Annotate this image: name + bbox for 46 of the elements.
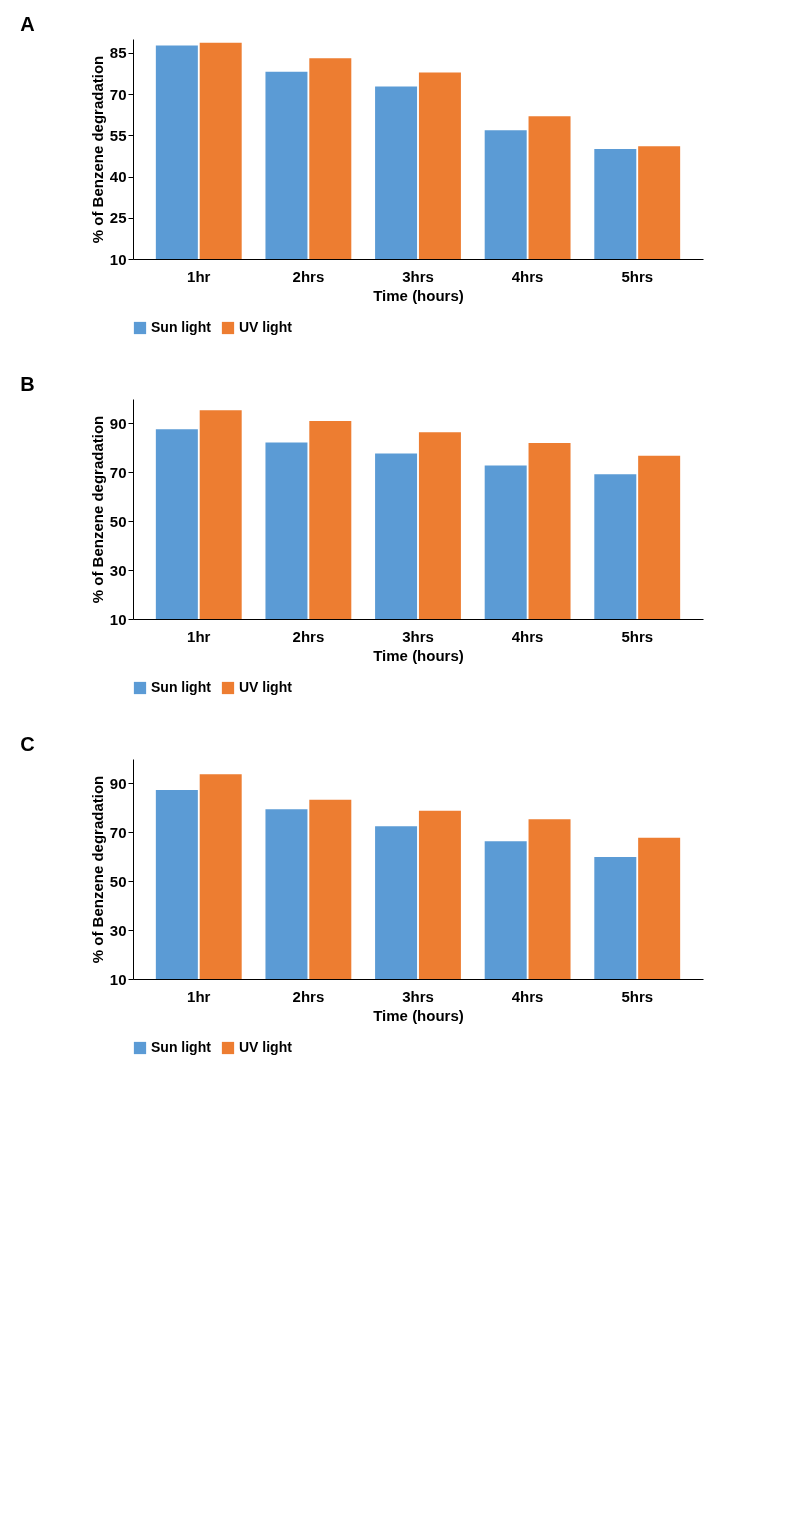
y-tick-label: 50 bbox=[109, 512, 127, 530]
y-tick-label: 30 bbox=[109, 921, 127, 939]
legend-label: Sun light bbox=[151, 1039, 212, 1055]
x-tick-label: 5hrs bbox=[621, 987, 654, 1005]
y-tick-label: 50 bbox=[109, 872, 127, 890]
y-axis-title: % of Benzene degradation bbox=[88, 775, 106, 964]
y-tick-label: 90 bbox=[109, 774, 127, 792]
x-axis-title: Time (hours) bbox=[373, 286, 464, 304]
x-tick-label: 2hrs bbox=[292, 627, 325, 645]
x-tick-label: 1hr bbox=[187, 627, 211, 645]
x-tick-label: 1hr bbox=[187, 267, 211, 285]
x-tick-label: 3hrs bbox=[402, 267, 434, 285]
y-tick-label: 70 bbox=[109, 463, 127, 481]
x-tick-label: 3hrs bbox=[402, 987, 434, 1005]
legend-label: UV light bbox=[239, 1039, 293, 1055]
y-tick-label: 25 bbox=[109, 209, 127, 227]
x-tick-label: 2hrs bbox=[292, 987, 325, 1005]
y-tick-label: 30 bbox=[109, 561, 127, 579]
y-tick-label: 85 bbox=[109, 44, 127, 62]
x-tick-label: 4hrs bbox=[511, 627, 544, 645]
x-tick-label: 4hrs bbox=[511, 987, 544, 1005]
x-tick-label: 5hrs bbox=[621, 267, 654, 285]
legend-label: Sun light bbox=[151, 679, 212, 695]
y-axis-title: % of Benzene degradation bbox=[88, 415, 106, 604]
y-tick-label: 90 bbox=[109, 414, 127, 432]
legend-label: Sun light bbox=[151, 319, 212, 335]
y-tick-label: 10 bbox=[109, 250, 127, 268]
chart-title: A bbox=[20, 13, 35, 35]
x-tick-label: 5hrs bbox=[621, 627, 654, 645]
x-tick-label: 1hr bbox=[187, 987, 211, 1005]
y-tick-label: 55 bbox=[109, 126, 127, 144]
y-axis-title: % of Benzene degradation bbox=[88, 55, 106, 244]
x-tick-label: 3hrs bbox=[402, 627, 434, 645]
y-tick-label: 10 bbox=[109, 610, 127, 628]
x-tick-label: 2hrs bbox=[292, 267, 325, 285]
y-tick-label: 70 bbox=[109, 85, 127, 103]
y-tick-label: 40 bbox=[109, 168, 127, 185]
y-tick-label: 10 bbox=[109, 970, 127, 988]
chart-title: B bbox=[20, 373, 35, 395]
x-tick-label: 4hrs bbox=[511, 267, 544, 285]
x-axis-title: Time (hours) bbox=[373, 646, 464, 664]
chart-title: C bbox=[20, 733, 35, 755]
legend-label: UV light bbox=[239, 679, 293, 695]
legend-label: UV light bbox=[239, 319, 293, 335]
y-tick-label: 70 bbox=[109, 823, 127, 841]
x-axis-title: Time (hours) bbox=[373, 1006, 464, 1024]
